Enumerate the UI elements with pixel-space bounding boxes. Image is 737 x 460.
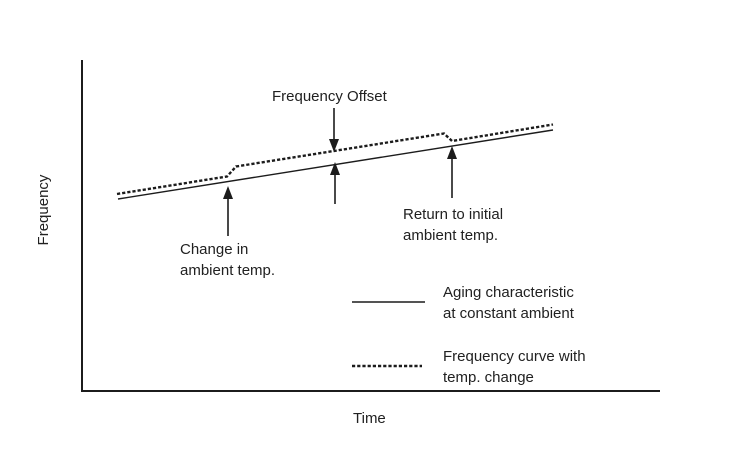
- frequency-offset-up-arrow-icon: [330, 162, 340, 204]
- frequency-with-temp-change-curve: [116, 123, 554, 196]
- return-ambient-temp-arrow-icon: [447, 146, 457, 198]
- legend-item-label-aging: Aging characteristic at constant ambient: [443, 284, 574, 322]
- return-ambient-temp-annotation: Return to initial ambient temp.: [403, 206, 504, 244]
- y-axis-label: Frequency: [35, 174, 52, 246]
- legend-item-label-temp-change: Frequency curve with temp. change: [443, 348, 586, 386]
- frequency-offset-down-arrow-icon: [329, 108, 339, 152]
- change-ambient-temp-annotation: Change in ambient temp.: [180, 241, 276, 279]
- frequency-offset-annotation: Frequency Offset: [272, 88, 387, 105]
- change-ambient-temp-arrow-icon: [223, 186, 233, 236]
- x-axis-label: Time: [353, 410, 386, 427]
